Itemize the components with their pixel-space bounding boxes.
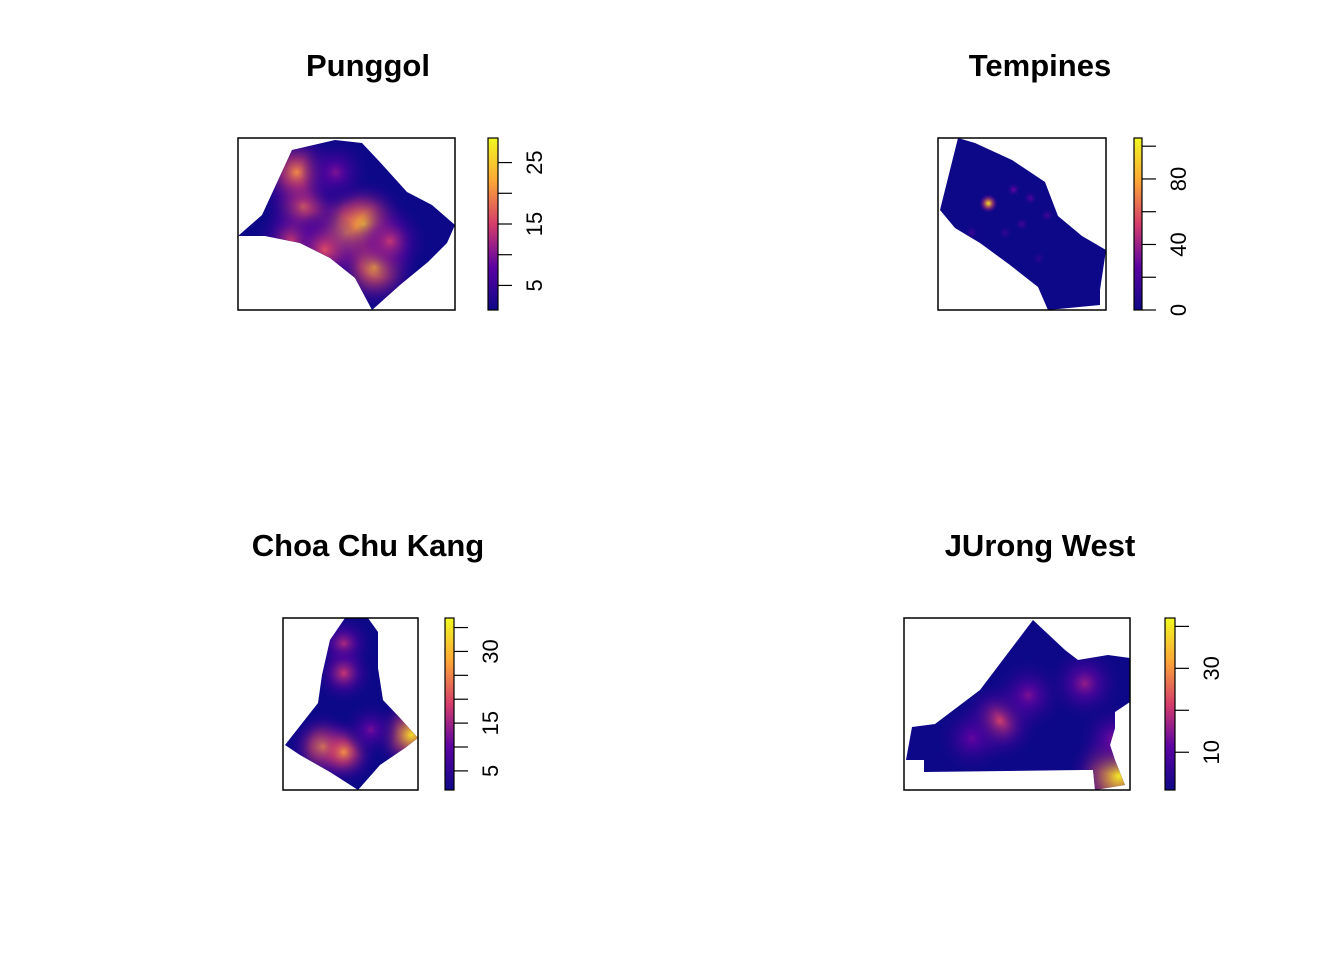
colorbar-tick-label: 80 — [1166, 167, 1191, 191]
plot-frame — [237, 137, 456, 311]
colorbar-tick-label: 5 — [478, 765, 503, 777]
panel-1: 0 40 80 — [937, 137, 1191, 316]
hotspot — [301, 140, 371, 207]
colorbar-tick-label: 10 — [1199, 740, 1224, 764]
hotspot — [352, 203, 428, 279]
panel-3: 10 30 — [903, 617, 1224, 791]
panel-title-tempines: Tempines — [968, 48, 1112, 83]
hotspot — [998, 225, 1013, 240]
hotspot — [1040, 208, 1055, 223]
hotspot — [937, 703, 1007, 774]
hotspot — [1031, 251, 1046, 266]
panel-2: 5 15 30 — [282, 617, 503, 791]
colorbar-tick-label: 40 — [1166, 232, 1191, 256]
colorbar-tick-label: 5 — [522, 279, 547, 291]
hotspot — [343, 702, 398, 757]
panel-title-punggol: Punggol — [306, 48, 430, 83]
panel-0: 5 15 25 — [237, 137, 547, 311]
colorbar-tick-label: 25 — [522, 150, 547, 174]
hotspot — [313, 643, 374, 703]
colorbar-tick-label: 30 — [478, 639, 503, 663]
hotspot-layer — [964, 182, 1055, 266]
colorbar-tick-label: 15 — [478, 711, 503, 735]
hotspot-layer — [254, 140, 428, 310]
hotspot — [964, 225, 979, 240]
colorbar-tick-label: 0 — [1166, 304, 1191, 316]
hotspot — [285, 210, 364, 289]
hotspot — [1047, 646, 1122, 721]
panel-title-jurong-west: JUrong West — [944, 528, 1136, 563]
plot-frame — [282, 617, 419, 791]
colorbar — [487, 137, 499, 311]
panel-title-choa-chu-kang: Choa Chu Kang — [251, 528, 485, 563]
hotspot — [1015, 217, 1029, 231]
hotspot — [1023, 191, 1038, 206]
hotspot — [992, 659, 1065, 732]
hotspot-layer — [289, 618, 418, 786]
hotspot — [1078, 702, 1130, 775]
colorbar — [1164, 617, 1176, 791]
colorbar — [444, 617, 455, 791]
hotspot-layer — [937, 646, 1130, 790]
colorbar-tick-label: 30 — [1199, 656, 1224, 680]
colorbar — [1133, 137, 1143, 311]
plot-frame — [903, 617, 1131, 791]
plot-frame — [937, 137, 1107, 311]
colorbar-tick-label: 15 — [522, 212, 547, 236]
hotspot — [978, 193, 999, 214]
hotspot — [1006, 182, 1021, 197]
